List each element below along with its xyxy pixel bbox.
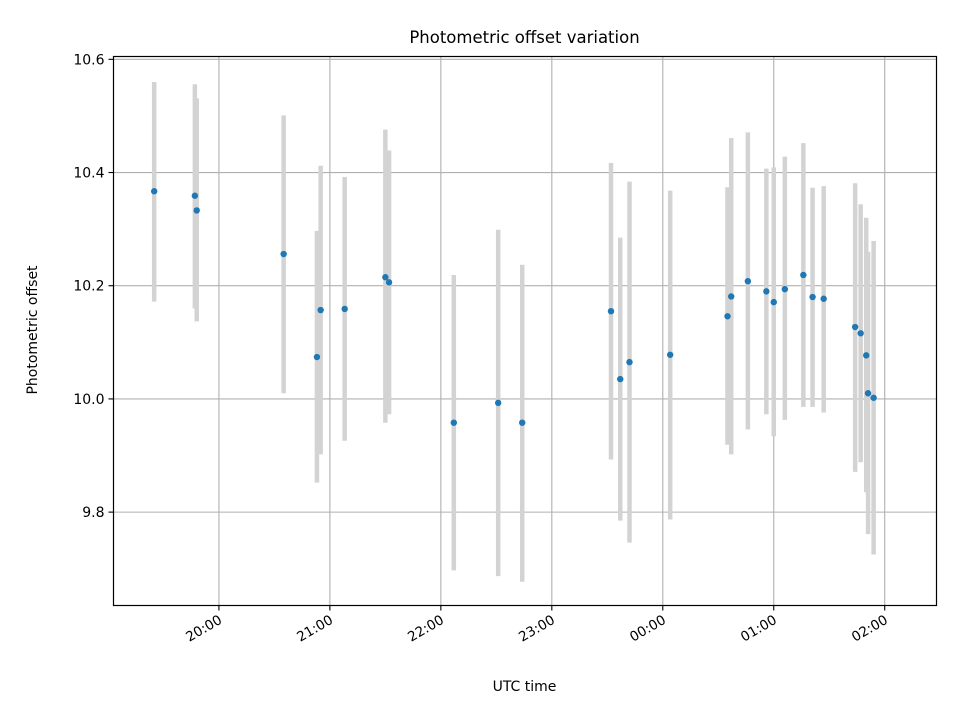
x-axis-ticks: 20:00 21:00 22:00 23:00 00:00 01:00 02:00 bbox=[183, 605, 891, 645]
data-point bbox=[150, 188, 158, 195]
data-point bbox=[870, 394, 877, 401]
y-tick-label: 9.8 bbox=[82, 505, 104, 521]
data-point bbox=[763, 288, 770, 295]
data-point bbox=[313, 353, 321, 361]
data-point bbox=[317, 306, 324, 314]
x-tick-label: 01:00 bbox=[738, 612, 780, 645]
data-point bbox=[191, 192, 199, 199]
data-point bbox=[617, 375, 624, 383]
data-point bbox=[607, 307, 615, 315]
data-point bbox=[626, 358, 633, 366]
data-point bbox=[382, 274, 389, 281]
data-point bbox=[809, 293, 816, 301]
x-tick-label: 21:00 bbox=[294, 612, 336, 645]
y-tick-label: 10.2 bbox=[73, 279, 104, 295]
data-point bbox=[863, 352, 870, 359]
data-point bbox=[494, 399, 502, 407]
data-point bbox=[864, 390, 872, 397]
y-tick-label: 10.0 bbox=[73, 392, 104, 408]
data-point bbox=[744, 277, 752, 285]
x-tick-label: 00:00 bbox=[627, 612, 669, 645]
data-point bbox=[280, 250, 287, 258]
data-point bbox=[851, 323, 859, 331]
y-axis-ticks: 9.8 10.0 10.2 10.4 10.6 bbox=[73, 52, 114, 521]
data-point bbox=[724, 313, 731, 320]
data-point bbox=[341, 305, 348, 313]
error-bars bbox=[151, 81, 876, 582]
x-tick-label: 22:00 bbox=[405, 612, 447, 645]
data-point bbox=[781, 285, 789, 293]
data-point bbox=[450, 419, 457, 426]
data-point bbox=[800, 271, 807, 279]
data-point bbox=[385, 279, 393, 286]
y-axis-label: Photometric offset bbox=[25, 265, 41, 395]
data-point bbox=[857, 330, 864, 337]
x-tick-label: 02:00 bbox=[849, 612, 891, 645]
data-point bbox=[519, 419, 526, 426]
data-point bbox=[820, 295, 827, 302]
data-point bbox=[770, 298, 777, 306]
x-axis-label: UTC time bbox=[493, 679, 557, 695]
chart-title: Photometric offset variation bbox=[409, 28, 639, 47]
plot-frame bbox=[112, 55, 938, 607]
x-tick-label: 23:00 bbox=[516, 612, 558, 645]
data-point bbox=[193, 207, 200, 214]
y-tick-label: 10.4 bbox=[73, 166, 104, 182]
data-point bbox=[666, 351, 674, 358]
x-tick-label: 20:00 bbox=[183, 612, 225, 645]
y-tick-label: 10.6 bbox=[73, 52, 104, 68]
data-point bbox=[728, 293, 735, 300]
data-markers bbox=[150, 188, 877, 426]
